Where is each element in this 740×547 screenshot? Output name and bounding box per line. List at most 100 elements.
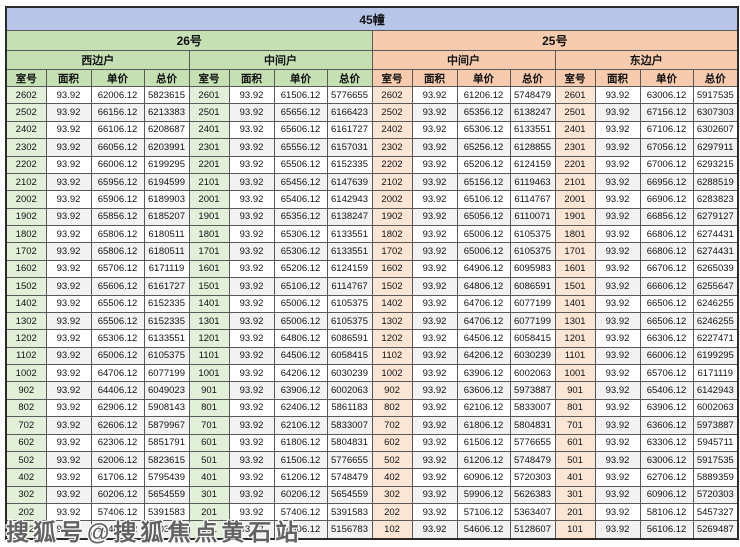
- unit-price-cell: 64406.12: [90, 381, 145, 400]
- total-price-cell: 6199295: [143, 155, 190, 174]
- col-header-room: 室号: [554, 69, 596, 87]
- unit-price-cell: 65506.12: [90, 294, 145, 313]
- area-cell: 93.92: [228, 416, 275, 435]
- room-cell: 2302: [5, 138, 47, 157]
- room-cell: 202: [5, 502, 47, 522]
- area-cell: 93.92: [411, 277, 458, 296]
- unit-price-cell: 56106.12: [639, 520, 694, 540]
- room-cell: 801: [554, 398, 596, 418]
- unit-price-cell: 65306.12: [273, 242, 328, 261]
- unit-price-cell: 63606.12: [639, 416, 694, 435]
- area-cell: 93.92: [411, 224, 458, 244]
- total-price-cell: 6265039: [692, 259, 739, 279]
- area-cell: 93.92: [411, 85, 458, 105]
- unit-price-cell: 63306.12: [639, 433, 694, 452]
- area-cell: 93.92: [411, 242, 458, 261]
- total-price-cell: 6030239: [326, 363, 373, 383]
- room-cell: 1001: [188, 363, 230, 383]
- unit-price-cell: 67006.12: [639, 155, 694, 174]
- total-price-cell: 5156783: [326, 520, 373, 540]
- area-cell: 93.92: [411, 468, 458, 487]
- total-price-cell: 6208687: [143, 120, 190, 140]
- room-cell: 2502: [5, 103, 47, 122]
- area-cell: 93.92: [411, 363, 458, 383]
- room-cell: 1502: [5, 277, 47, 296]
- area-cell: 93.92: [45, 138, 92, 157]
- area-cell: 93.92: [228, 346, 275, 366]
- total-price-cell: 6297911: [692, 138, 739, 157]
- area-cell: 93.92: [228, 85, 275, 105]
- unit-price-cell: 63606.12: [456, 381, 511, 400]
- room-cell: 302: [5, 485, 47, 505]
- total-price-cell: 5391583: [326, 502, 373, 522]
- area-cell: 93.92: [594, 120, 641, 140]
- area-cell: 93.92: [411, 138, 458, 157]
- room-cell: 1601: [188, 259, 230, 279]
- area-cell: 93.92: [411, 259, 458, 279]
- col-header-total-price: 总价: [692, 69, 739, 87]
- table-row: 1402 93.92 65506.12 6152335 1401 93.92 65006.1…: [5, 294, 739, 313]
- unit-price-cell: 60206.12: [90, 485, 145, 505]
- room-cell: 1401: [554, 294, 596, 313]
- unit-header-row: 西边户 中间户 中间户 东边户: [5, 50, 739, 70]
- room-cell: 302: [371, 485, 413, 505]
- table-row: 2502 93.92 66156.12 6213383 2501 93.92 65656.1…: [5, 103, 739, 122]
- unit-header-east: 东边户: [554, 50, 739, 70]
- total-price-cell: 6279127: [692, 207, 739, 227]
- total-price-cell: 6086591: [509, 277, 556, 296]
- unit-price-cell: 62406.12: [273, 398, 328, 418]
- table-row: 2202 93.92 66006.12 6199295 2201 93.92 65506.1…: [5, 155, 739, 174]
- room-cell: 1102: [371, 346, 413, 366]
- total-price-cell: 6189903: [143, 190, 190, 209]
- room-cell: 501: [554, 450, 596, 470]
- room-cell: 2601: [554, 85, 596, 105]
- area-cell: 93.92: [45, 120, 92, 140]
- area-cell: 93.92: [228, 103, 275, 122]
- total-price-cell: 5804831: [326, 433, 373, 452]
- table-row: 902 93.92 64406.12 6049023 901 93.92 63906.12 6…: [5, 381, 739, 400]
- area-cell: 93.92: [411, 485, 458, 505]
- room-cell: 502: [371, 450, 413, 470]
- area-cell: 93.92: [411, 294, 458, 313]
- room-cell: 601: [554, 433, 596, 452]
- unit-price-cell: 57406.12: [90, 502, 145, 522]
- total-price-cell: 6030239: [509, 346, 556, 366]
- room-cell: 901: [554, 381, 596, 400]
- unit-price-cell: 62706.12: [639, 468, 694, 487]
- room-cell: 802: [5, 398, 47, 418]
- total-price-cell: 5851791: [143, 433, 190, 452]
- title-row: 45幢: [5, 6, 739, 31]
- total-price-cell: 6227471: [692, 329, 739, 348]
- area-cell: 93.92: [594, 450, 641, 470]
- total-price-cell: 6171119: [143, 259, 190, 279]
- total-price-cell: 6110071: [509, 207, 556, 227]
- area-cell: 93.92: [228, 190, 275, 209]
- table-row: 2302 93.92 66056.12 6203991 2301 93.92 65556.1…: [5, 138, 739, 157]
- total-price-cell: 6124159: [326, 259, 373, 279]
- unit-price-cell: 57106.12: [456, 502, 511, 522]
- area-cell: 93.92: [45, 450, 92, 470]
- room-cell: 1801: [554, 224, 596, 244]
- total-price-cell: 6002063: [509, 363, 556, 383]
- total-price-cell: 6142943: [326, 190, 373, 209]
- room-cell: 201: [554, 502, 596, 522]
- total-price-cell: 6114767: [509, 190, 556, 209]
- unit-price-cell: 66106.12: [90, 120, 145, 140]
- unit-price-cell: 63906.12: [639, 398, 694, 418]
- total-price-cell: 5626383: [509, 485, 556, 505]
- unit-price-cell: 64506.12: [273, 346, 328, 366]
- unit-price-cell: 61706.12: [90, 468, 145, 487]
- unit-price-cell: 65106.12: [273, 277, 328, 296]
- area-cell: 93.92: [411, 450, 458, 470]
- room-cell: 1502: [371, 277, 413, 296]
- unit-price-cell: 63906.12: [273, 381, 328, 400]
- room-cell: 2501: [554, 103, 596, 122]
- room-cell: 2602: [5, 85, 47, 105]
- unit-price-cell: 65606.12: [273, 120, 328, 140]
- room-cell: 1602: [371, 259, 413, 279]
- room-cell: 1201: [554, 329, 596, 348]
- total-price-cell: 6133551: [326, 224, 373, 244]
- unit-price-cell: 66806.12: [639, 242, 694, 261]
- total-price-cell: 6152335: [143, 311, 190, 331]
- room-cell: 1702: [371, 242, 413, 261]
